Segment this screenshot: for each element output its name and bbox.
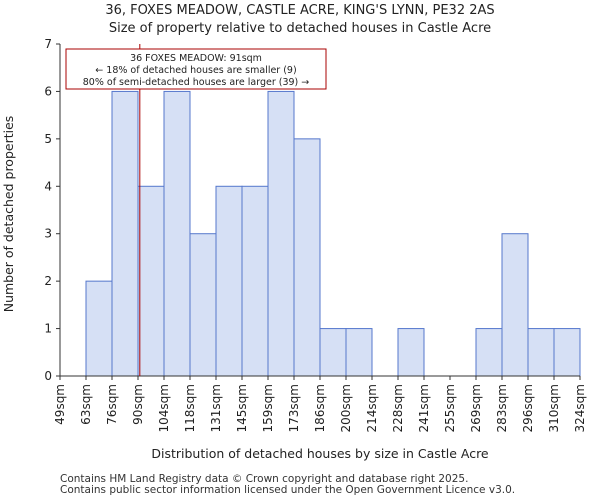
y-tick-label: 6 (44, 84, 52, 98)
histogram-bar (475, 328, 503, 377)
histogram-bar (319, 328, 347, 377)
x-tick-label: 324sqm (573, 384, 587, 432)
histogram-bar (85, 280, 113, 377)
y-tick-label: 1 (44, 322, 52, 336)
y-axis-label: Number of detached properties (1, 116, 16, 313)
histogram-bar (553, 328, 581, 377)
histogram-bar (163, 90, 191, 377)
x-tick-label: 241sqm (417, 384, 431, 432)
x-tick-label: 118sqm (183, 384, 197, 432)
y-tick-label: 2 (44, 274, 52, 288)
histogram-bar (293, 138, 321, 377)
histogram-bar (345, 328, 373, 377)
y-tick-label: 5 (44, 132, 52, 146)
x-tick-label: 310sqm (547, 384, 561, 432)
histogram-bar (527, 328, 555, 377)
y-tick-label: 7 (44, 37, 52, 51)
x-tick-label: 90sqm (131, 384, 145, 425)
x-axis-label: Distribution of detached houses by size … (151, 446, 489, 461)
annotation-line-3: 80% of semi-detached houses are larger (… (83, 77, 310, 88)
chart-subtitle: Size of property relative to detached ho… (108, 21, 492, 36)
x-tick-label: 63sqm (79, 384, 93, 425)
x-tick-label: 255sqm (443, 384, 457, 432)
x-tick-label: 228sqm (391, 384, 405, 432)
x-tick-label: 159sqm (261, 384, 275, 432)
x-tick-label: 186sqm (313, 384, 327, 432)
footer-line-2: Contains public sector information licen… (60, 484, 516, 496)
histogram-bar (501, 233, 529, 377)
y-tick-label: 3 (44, 227, 52, 241)
chart-title: 36, FOXES MEADOW, CASTLE ACRE, KING'S LY… (105, 3, 495, 18)
histogram-bar (397, 328, 425, 377)
x-tick-label: 283sqm (495, 384, 509, 432)
footer-line-1: Contains HM Land Registry data © Crown c… (60, 473, 469, 485)
y-tick-label: 4 (44, 179, 52, 193)
x-tick-label: 49sqm (53, 384, 67, 425)
histogram-bar (215, 185, 243, 377)
annotation-line-2: ← 18% of detached houses are smaller (9) (95, 65, 296, 76)
x-tick-label: 76sqm (105, 384, 119, 425)
histogram-bar (267, 90, 295, 377)
histogram-bar (137, 185, 165, 377)
histogram-chart: 0 1 2 3 4 5 6 7 49sqm 63sqm 76sqm 90sqm 104sqm 118sq… (1, 37, 587, 461)
x-tick-label: 104sqm (157, 384, 171, 432)
x-tick-label: 269sqm (469, 384, 483, 432)
x-tick-label: 131sqm (209, 384, 223, 432)
x-tick-label: 173sqm (287, 384, 301, 432)
x-tick-label: 214sqm (365, 384, 379, 432)
histogram-bar (189, 233, 217, 377)
y-tick-label: 0 (44, 369, 52, 383)
x-tick-label: 145sqm (235, 384, 249, 432)
x-tick-label: 296sqm (521, 384, 535, 432)
annotation-box (65, 48, 327, 90)
annotation-line-1: 36 FOXES MEADOW: 91sqm (130, 53, 262, 64)
x-tick-label: 200sqm (339, 384, 353, 432)
histogram-bar (111, 90, 139, 377)
histogram-bar (241, 185, 269, 377)
